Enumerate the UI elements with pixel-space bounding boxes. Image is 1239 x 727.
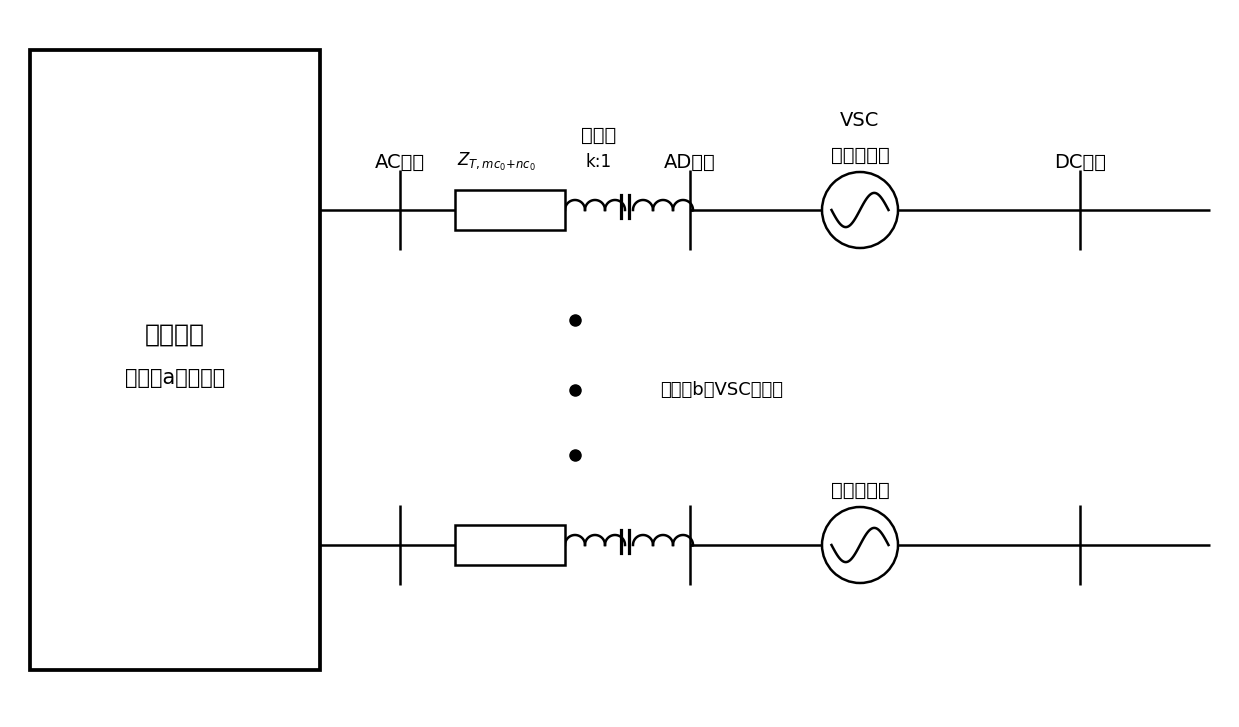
Bar: [30, 50, 320, 670]
Text: 谐波网络: 谐波网络: [145, 323, 204, 347]
Bar: [455, 190, 565, 230]
Text: VSC: VSC: [840, 111, 880, 129]
Text: DC节点: DC节点: [1054, 153, 1106, 172]
Text: （内含a个节点）: （内含a个节点）: [125, 368, 225, 388]
Text: 变压器: 变压器: [581, 126, 617, 145]
Bar: [455, 525, 565, 565]
Text: （一共b个VSC元件）: （一共b个VSC元件）: [660, 381, 783, 399]
Text: $Z_{T,mc_0\!+\!nc_0}$: $Z_{T,mc_0\!+\!nc_0}$: [457, 151, 536, 173]
Text: AC节点: AC节点: [375, 153, 425, 172]
Text: 恒压谐波源: 恒压谐波源: [830, 145, 890, 164]
Text: k:1: k:1: [586, 153, 612, 171]
Text: AD节点: AD节点: [664, 153, 716, 172]
Text: 恒压谐波源: 恒压谐波源: [830, 481, 890, 499]
